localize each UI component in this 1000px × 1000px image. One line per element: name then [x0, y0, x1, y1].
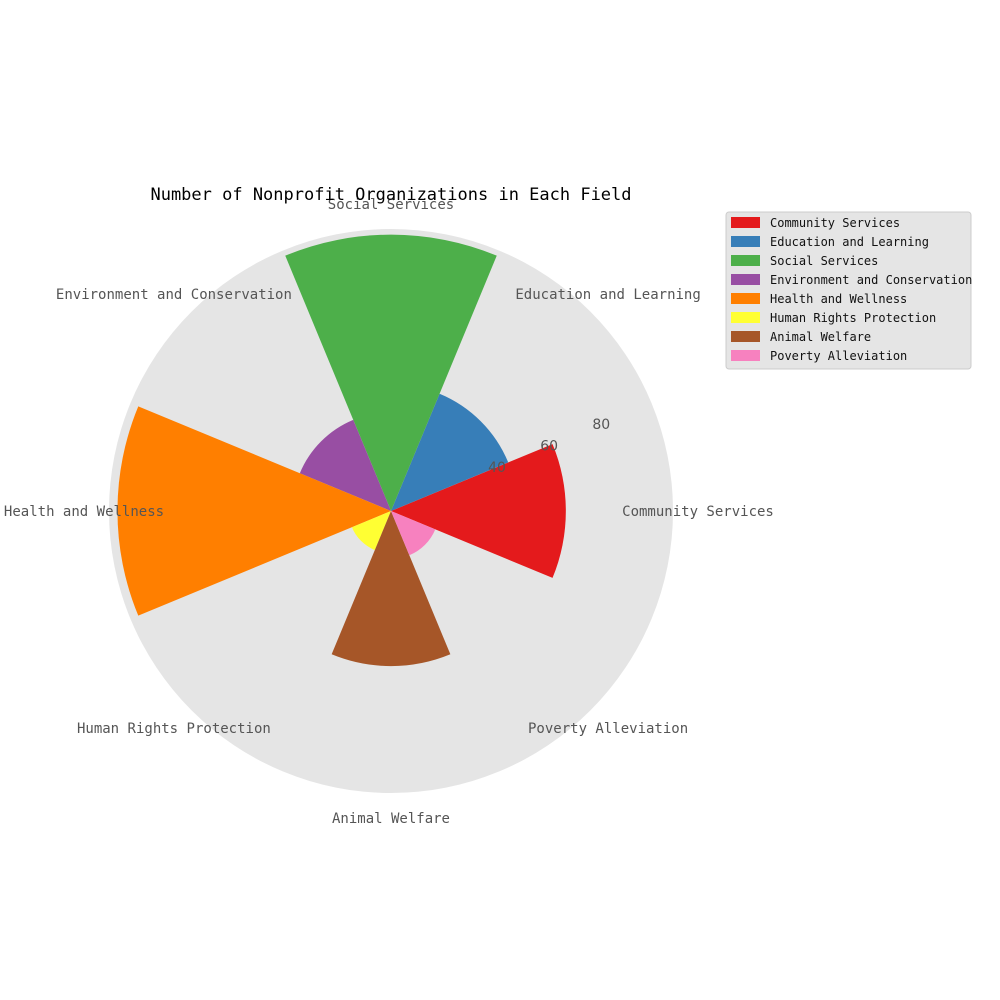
legend-entries: Community Services Education and Learning… — [731, 216, 972, 363]
legend-label: Health and Wellness — [770, 292, 907, 306]
legend-label: Human Rights Protection — [770, 311, 936, 325]
sector-health-and-wellness — [117, 406, 391, 616]
sector-social-services — [285, 234, 497, 511]
category-label: Human Rights Protection — [77, 721, 271, 737]
legend-label: Poverty Alleviation — [770, 349, 907, 363]
category-label: Environment and Conservation — [56, 287, 292, 303]
legend-swatch — [731, 255, 760, 266]
sector-human-rights-protection — [351, 511, 391, 551]
chart-title: Number of Nonprofit Organizations in Eac… — [150, 185, 631, 205]
radial-tick-label: 60 — [540, 438, 558, 454]
sectors-group — [117, 234, 566, 667]
radial-tick-label: 40 — [488, 460, 506, 476]
legend-swatch — [731, 350, 760, 361]
category-label: Community Services — [622, 504, 774, 520]
legend-label: Social Services — [770, 254, 878, 268]
legend-swatch — [731, 217, 760, 228]
legend-label: Environment and Conservation — [770, 273, 972, 287]
category-label: Health and Wellness — [4, 504, 164, 520]
sector-poverty-alleviation — [391, 511, 436, 556]
legend-frame — [725, 211, 972, 370]
legend-swatch — [731, 293, 760, 304]
legend-label: Animal Welfare — [770, 330, 871, 344]
legend-swatch — [731, 274, 760, 285]
legend: Community Services Education and Learning… — [725, 211, 972, 370]
category-label: Education and Learning — [515, 287, 700, 303]
category-label: Poverty Alleviation — [528, 721, 688, 737]
radial-tick-label: 80 — [592, 417, 610, 433]
category-label: Animal Welfare — [332, 811, 450, 827]
legend-swatch — [731, 236, 760, 247]
radial-ticks-group: 40 60 80 — [488, 417, 610, 476]
legend-label: Community Services — [770, 216, 900, 230]
sector-education-and-learning — [391, 393, 509, 511]
category-labels-group: Community Services Education and Learning… — [4, 197, 774, 827]
sector-animal-welfare — [331, 511, 451, 667]
legend-label: Education and Learning — [770, 235, 929, 249]
sector-environment-and-conservation — [299, 419, 391, 511]
category-label: Social Services — [328, 197, 454, 213]
legend-swatch — [731, 331, 760, 342]
legend-swatch — [731, 312, 760, 323]
sector-community-services — [391, 444, 566, 578]
